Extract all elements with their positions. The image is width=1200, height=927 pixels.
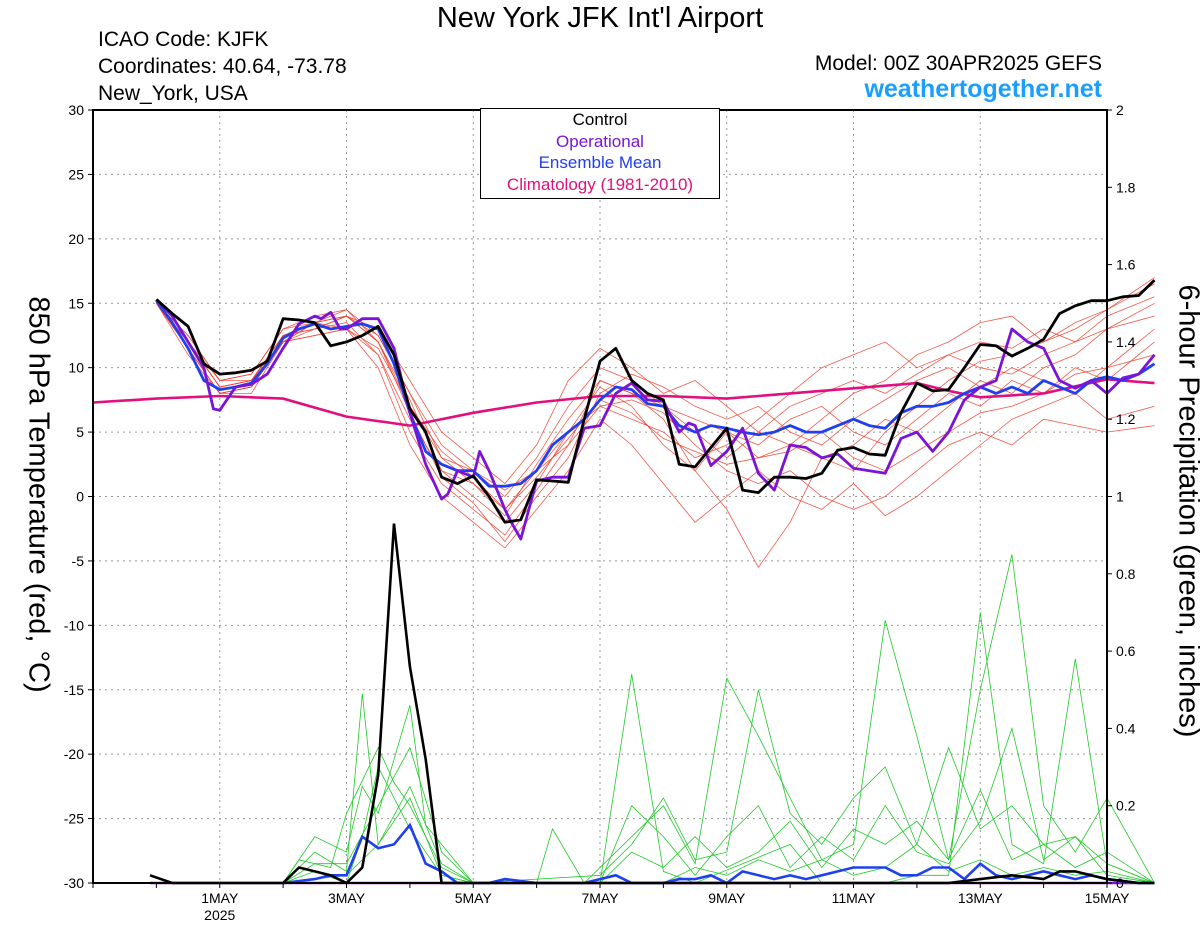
grid [93,110,1108,883]
climatology-line [92,377,1155,427]
x-tick-label: 9MAY [708,890,746,906]
right-tick-label: 1.8 [1116,179,1136,195]
left-tick-label: -10 [64,617,84,633]
right-tick-label: 1.6 [1116,257,1136,273]
right-tick-label: 0.8 [1116,566,1136,582]
right-tick-label: 1.4 [1116,334,1136,350]
location: New_York, USA [98,82,248,105]
x-tick-label: 13MAY [958,890,1004,906]
x-tick-label: 7MAY [581,890,619,906]
coordinates: Coordinates: 40.64, -73.78 [98,55,347,78]
precip-mean-line [282,822,1155,885]
legend-operational: Operational [556,131,644,151]
left-tick-label: -5 [72,553,85,569]
icao-code: ICAO Code: KJFK [98,28,269,51]
left-tick-label: 30 [68,102,84,118]
temp-member-line [156,303,1155,510]
model-run: Model: 00Z 30APR2025 GEFS [814,52,1102,75]
left-tick-label: 10 [68,360,84,376]
right-tick-label: 2 [1116,102,1124,118]
right-tick-label: 0.2 [1116,798,1136,814]
temp-operational-line [155,298,1156,541]
legend-ensemble-mean: Ensemble Mean [538,153,662,172]
x-tick-label: 3MAY [328,890,366,906]
temp-member-line [156,303,1155,543]
x-tick-label: 1MAY [201,890,239,906]
left-tick-label: 20 [68,231,84,247]
temp-member-line [156,302,1155,485]
x-tick-label: 15MAY [1085,890,1131,906]
left-tick-label: -15 [64,682,84,698]
precip-member-line [282,746,1155,884]
legend-climatology: Climatology (1981-2010) [506,174,694,194]
temp-member-line [156,303,1155,549]
right-tick-label: 0.6 [1116,643,1136,659]
right-tick-label: 0 [1116,875,1124,891]
precip-member-line [282,726,1155,884]
precip-control-line [149,523,1155,885]
legend: Control Operational Ensemble Mean Climat… [480,108,720,199]
left-tick-label: 15 [68,295,84,311]
left-tick-label: 5 [76,424,84,440]
right-tick-label: 1 [1116,489,1124,505]
precip-member-line [283,797,1155,884]
precip-member-line [282,689,1155,884]
chart-title: New York JFK Int'l Airport [436,2,764,34]
left-tick-label: 0 [76,489,84,505]
precip-member-line [282,612,1155,884]
site-link[interactable]: weathertogether.net [864,75,1102,103]
left-tick-label: -25 [64,811,84,827]
right-tick-label: 1.2 [1116,411,1136,427]
left-tick-label: 25 [68,166,84,182]
temp-member-line [156,303,1155,510]
left-tick-label: -30 [64,875,84,891]
precip-member-line [282,554,1155,884]
temp-control-line [155,279,1156,524]
tick-labels: 302520151050-5-10-15-20-25-3021.81.61.41… [64,102,1136,923]
x-tick-label: 11MAY [832,890,876,906]
x-tick-year: 2025 [204,907,235,923]
left-tick-label: -20 [64,746,84,762]
x-tick-label: 5MAY [455,890,493,906]
legend-control: Control [572,110,628,129]
temp-mean-line [155,299,1156,488]
right-tick-label: 0.4 [1116,720,1136,736]
